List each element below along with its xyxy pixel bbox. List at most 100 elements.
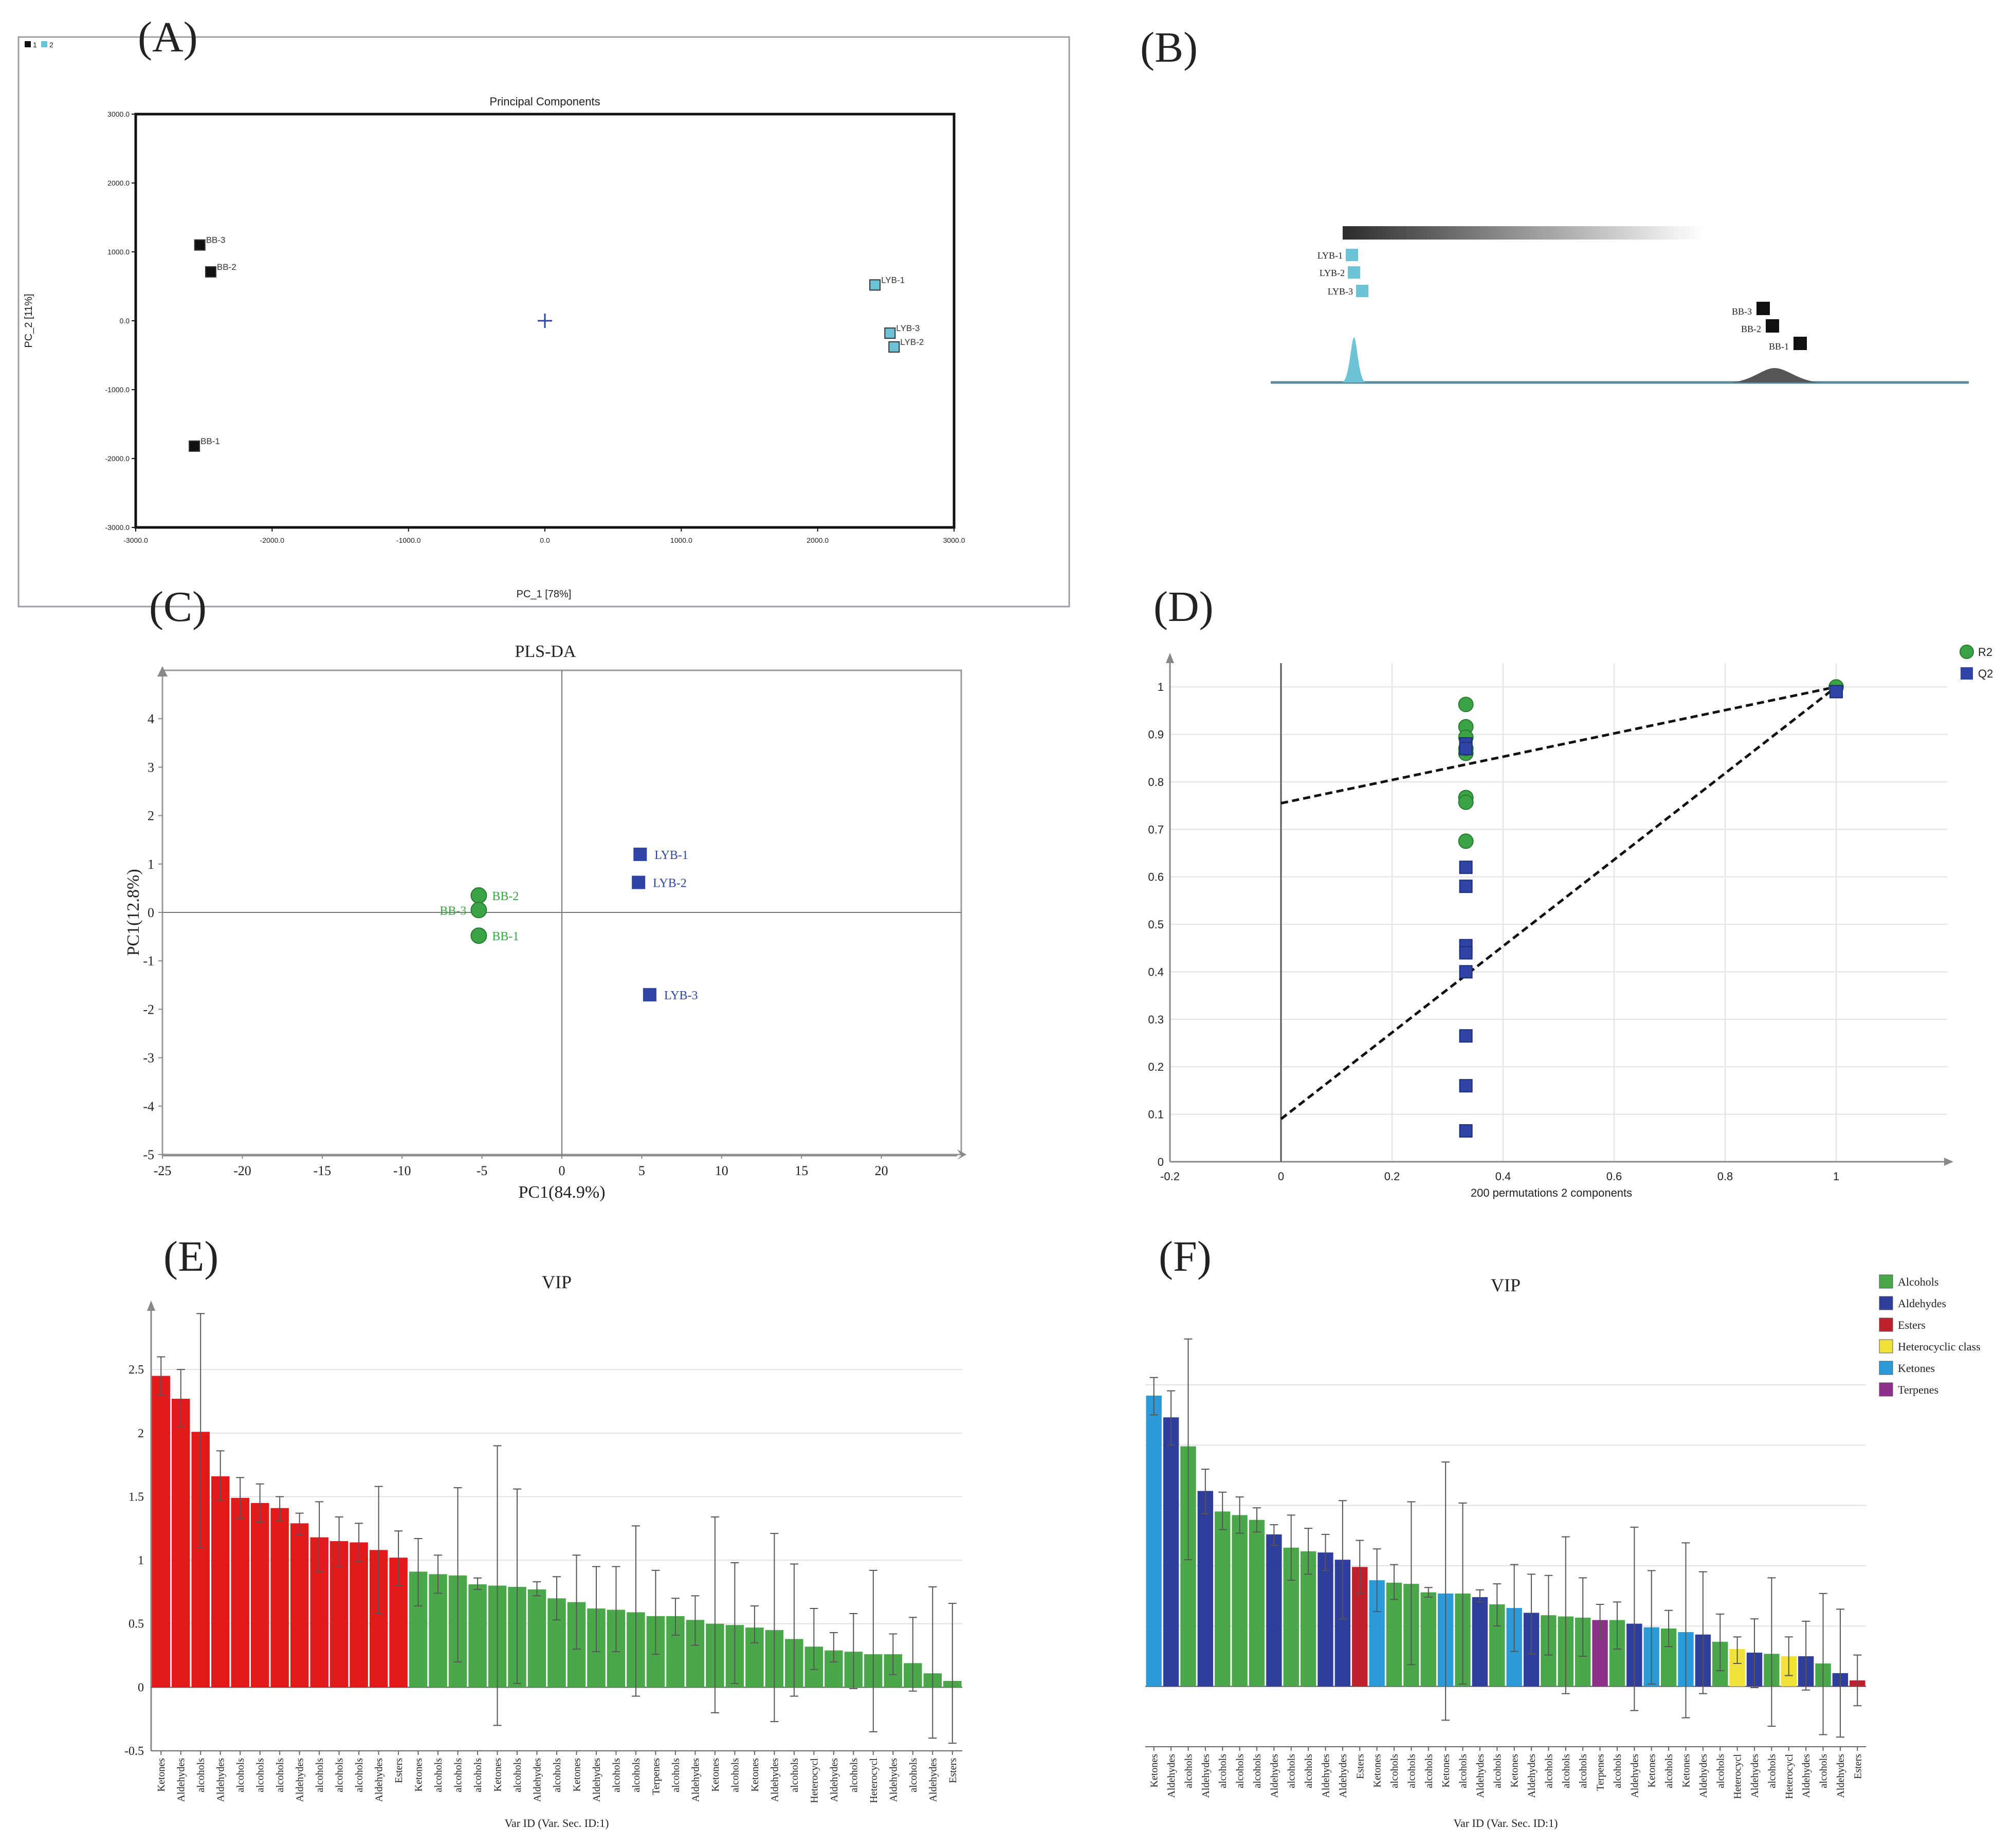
chart-title-e: VIP xyxy=(542,1272,572,1292)
panel-d: (D) 0 0.1 0.2 0.3 0.4 0.5 0.6 0.7 0.8 0.9 1 -0.2 0 0.2… xyxy=(1148,583,1993,1199)
x-tick-label-e: Aldehydes xyxy=(176,1758,187,1802)
marker-bb-2 xyxy=(1766,319,1779,333)
point-label-lyb-2: LYB-2 xyxy=(900,337,924,347)
x-axis-label-c: PC1(84.9%) xyxy=(518,1183,605,1202)
gradient-bar xyxy=(1343,226,1703,240)
x-tick-label-f: alcohols xyxy=(1715,1754,1726,1788)
point-label-lyb-1: LYB-1 xyxy=(881,275,905,285)
vip-bar xyxy=(1420,1592,1436,1687)
x-tick-label-e: Ketones xyxy=(413,1758,425,1792)
vip-bar xyxy=(1266,1534,1282,1687)
panel-d-label: (D) xyxy=(1154,583,1214,631)
legend-swatch-terpenes xyxy=(1879,1382,1893,1397)
y-tick-label-d: 0.8 xyxy=(1148,776,1164,789)
panel-b-label: (B) xyxy=(1140,24,1198,71)
legend-label-terpenes: Terpenes xyxy=(1898,1383,1938,1396)
x-tick-label-f: Heterocycl xyxy=(1784,1754,1795,1799)
x-tick-label-e: alcohols xyxy=(334,1758,345,1792)
y-tick-label-a: -2000.0 xyxy=(105,454,130,463)
q2-point xyxy=(1459,1079,1473,1093)
x-tick-label-e: alcohols xyxy=(631,1758,642,1792)
legend-marker-r2 xyxy=(1960,645,1974,659)
legend-swatch-group-1 xyxy=(25,41,31,47)
x-tick-label-f: alcohols xyxy=(1217,1754,1229,1788)
panel-a-frame xyxy=(17,36,1070,608)
y-tick-label-d: 0.5 xyxy=(1148,918,1164,931)
point-label-lyb-1: LYB-1 xyxy=(654,849,688,862)
chart-title-c: PLS-DA xyxy=(515,642,576,661)
legend-swatch-alcohols xyxy=(1879,1274,1893,1289)
x-tick-label-f: Aldehydes xyxy=(1801,1754,1812,1798)
x-tick-label-e: alcohols xyxy=(235,1758,246,1792)
x-axis-arrow-d xyxy=(1944,1158,1953,1166)
x-tick-label-f: alcohols xyxy=(1543,1754,1554,1788)
y-tick-label-a: 0.0 xyxy=(120,317,130,325)
panel-a: (A) 1 2 Principal Components PC_1 [78%] PC_2 … xyxy=(17,13,1070,608)
x-tick-label-f: Aldehydes xyxy=(1698,1754,1709,1798)
x-tick-label-f: alcohols xyxy=(1561,1754,1572,1788)
point-label-lyb-2: LYB-2 xyxy=(653,877,687,890)
x-tick-label-e: alcohols xyxy=(255,1758,266,1792)
legend-swatch-ketones xyxy=(1879,1361,1893,1375)
data-point-bb-2 xyxy=(205,266,216,278)
vip-bar xyxy=(1146,1396,1162,1687)
marker-label-lyb-1: LYB-1 xyxy=(1317,250,1343,261)
y-tick-label-c: 4 xyxy=(148,711,154,726)
x-tick-label-e: Ketones xyxy=(492,1758,504,1792)
x-tick-label-e: alcohols xyxy=(472,1758,484,1792)
legend-marker-q2 xyxy=(1961,667,1973,680)
vip-bar xyxy=(1232,1515,1248,1687)
x-tick-label-f: alcohols xyxy=(1389,1754,1400,1788)
data-point-lyb-1 xyxy=(633,847,647,861)
data-point-bb-1 xyxy=(470,927,487,944)
x-tick-label-e: alcohols xyxy=(354,1758,365,1792)
x-tick-label-f: alcohols xyxy=(1766,1754,1778,1788)
y-tick-label-c: 0 xyxy=(148,905,154,920)
panel-e: (E) VIP -0.5 0 0.5 1 1.5 2 2.5 Ketones Aldehydes al… xyxy=(124,1233,962,1829)
y-tick-label-e: 2.5 xyxy=(129,1363,144,1377)
marker-lyb-2 xyxy=(1348,266,1360,279)
vip-bar xyxy=(290,1523,309,1688)
x-tick-label-f: alcohols xyxy=(1578,1754,1589,1788)
x-tick-label-f: alcohols xyxy=(1663,1754,1675,1788)
x-tick-label-f: Ketones xyxy=(1646,1754,1658,1788)
vip-bar xyxy=(527,1589,546,1688)
x-tick-label-c: -25 xyxy=(154,1163,172,1178)
marker-lyb-1 xyxy=(1346,249,1358,261)
x-tick-label-c: 10 xyxy=(715,1163,728,1178)
x-tick-label-d: 0 xyxy=(1278,1170,1284,1183)
legend-swatch-group-2 xyxy=(41,41,47,47)
x-tick-label-d: 0.4 xyxy=(1495,1170,1511,1183)
x-tick-label-e: alcohols xyxy=(433,1758,444,1792)
x-tick-label-f: Heterocycl xyxy=(1732,1754,1744,1799)
point-label-bb-3: BB-3 xyxy=(440,904,466,918)
x-tick-label-e: Aldehydes xyxy=(532,1758,543,1802)
legend-label-heterocyclic-class: Heterocyclic class xyxy=(1898,1340,1981,1353)
marker-bb-3 xyxy=(1756,302,1770,315)
marker-label-bb-3: BB-3 xyxy=(1732,306,1752,317)
legend-label-alcohols: Alcohols xyxy=(1898,1275,1938,1288)
regression-line-q2 xyxy=(1280,686,1837,1120)
x-tick-label-e: Aldehydes xyxy=(690,1758,701,1802)
legend-label-r2: R2 xyxy=(1978,646,1992,658)
vip-bar xyxy=(231,1497,249,1688)
x-tick-label-e: Ketones xyxy=(710,1758,721,1792)
data-point-lyb-2 xyxy=(888,341,900,353)
vip-bar xyxy=(1472,1597,1488,1687)
q2-point xyxy=(1829,685,1843,699)
x-axis-label-d: 200 permutations 2 components xyxy=(1471,1186,1632,1199)
point-label-bb-3: BB-3 xyxy=(206,235,226,245)
x-tick-label-e: Aldehydes xyxy=(769,1758,780,1802)
x-tick-label-f: Esters xyxy=(1355,1754,1366,1779)
vip-bar xyxy=(171,1399,190,1688)
x-tick-label-e: Aldehydes xyxy=(374,1758,385,1802)
x-tick-label-f: Aldehydes xyxy=(1321,1754,1332,1798)
panel-e-label: (E) xyxy=(163,1233,218,1280)
x-tick-label-e: Esters xyxy=(393,1758,405,1783)
x-tick-label-e: alcohols xyxy=(908,1758,919,1792)
data-point-lyb-3 xyxy=(884,327,896,339)
x-tick-label-e: Ketones xyxy=(156,1758,167,1792)
y-tick-label-d: 1 xyxy=(1158,681,1164,693)
r2-point xyxy=(1458,697,1474,712)
